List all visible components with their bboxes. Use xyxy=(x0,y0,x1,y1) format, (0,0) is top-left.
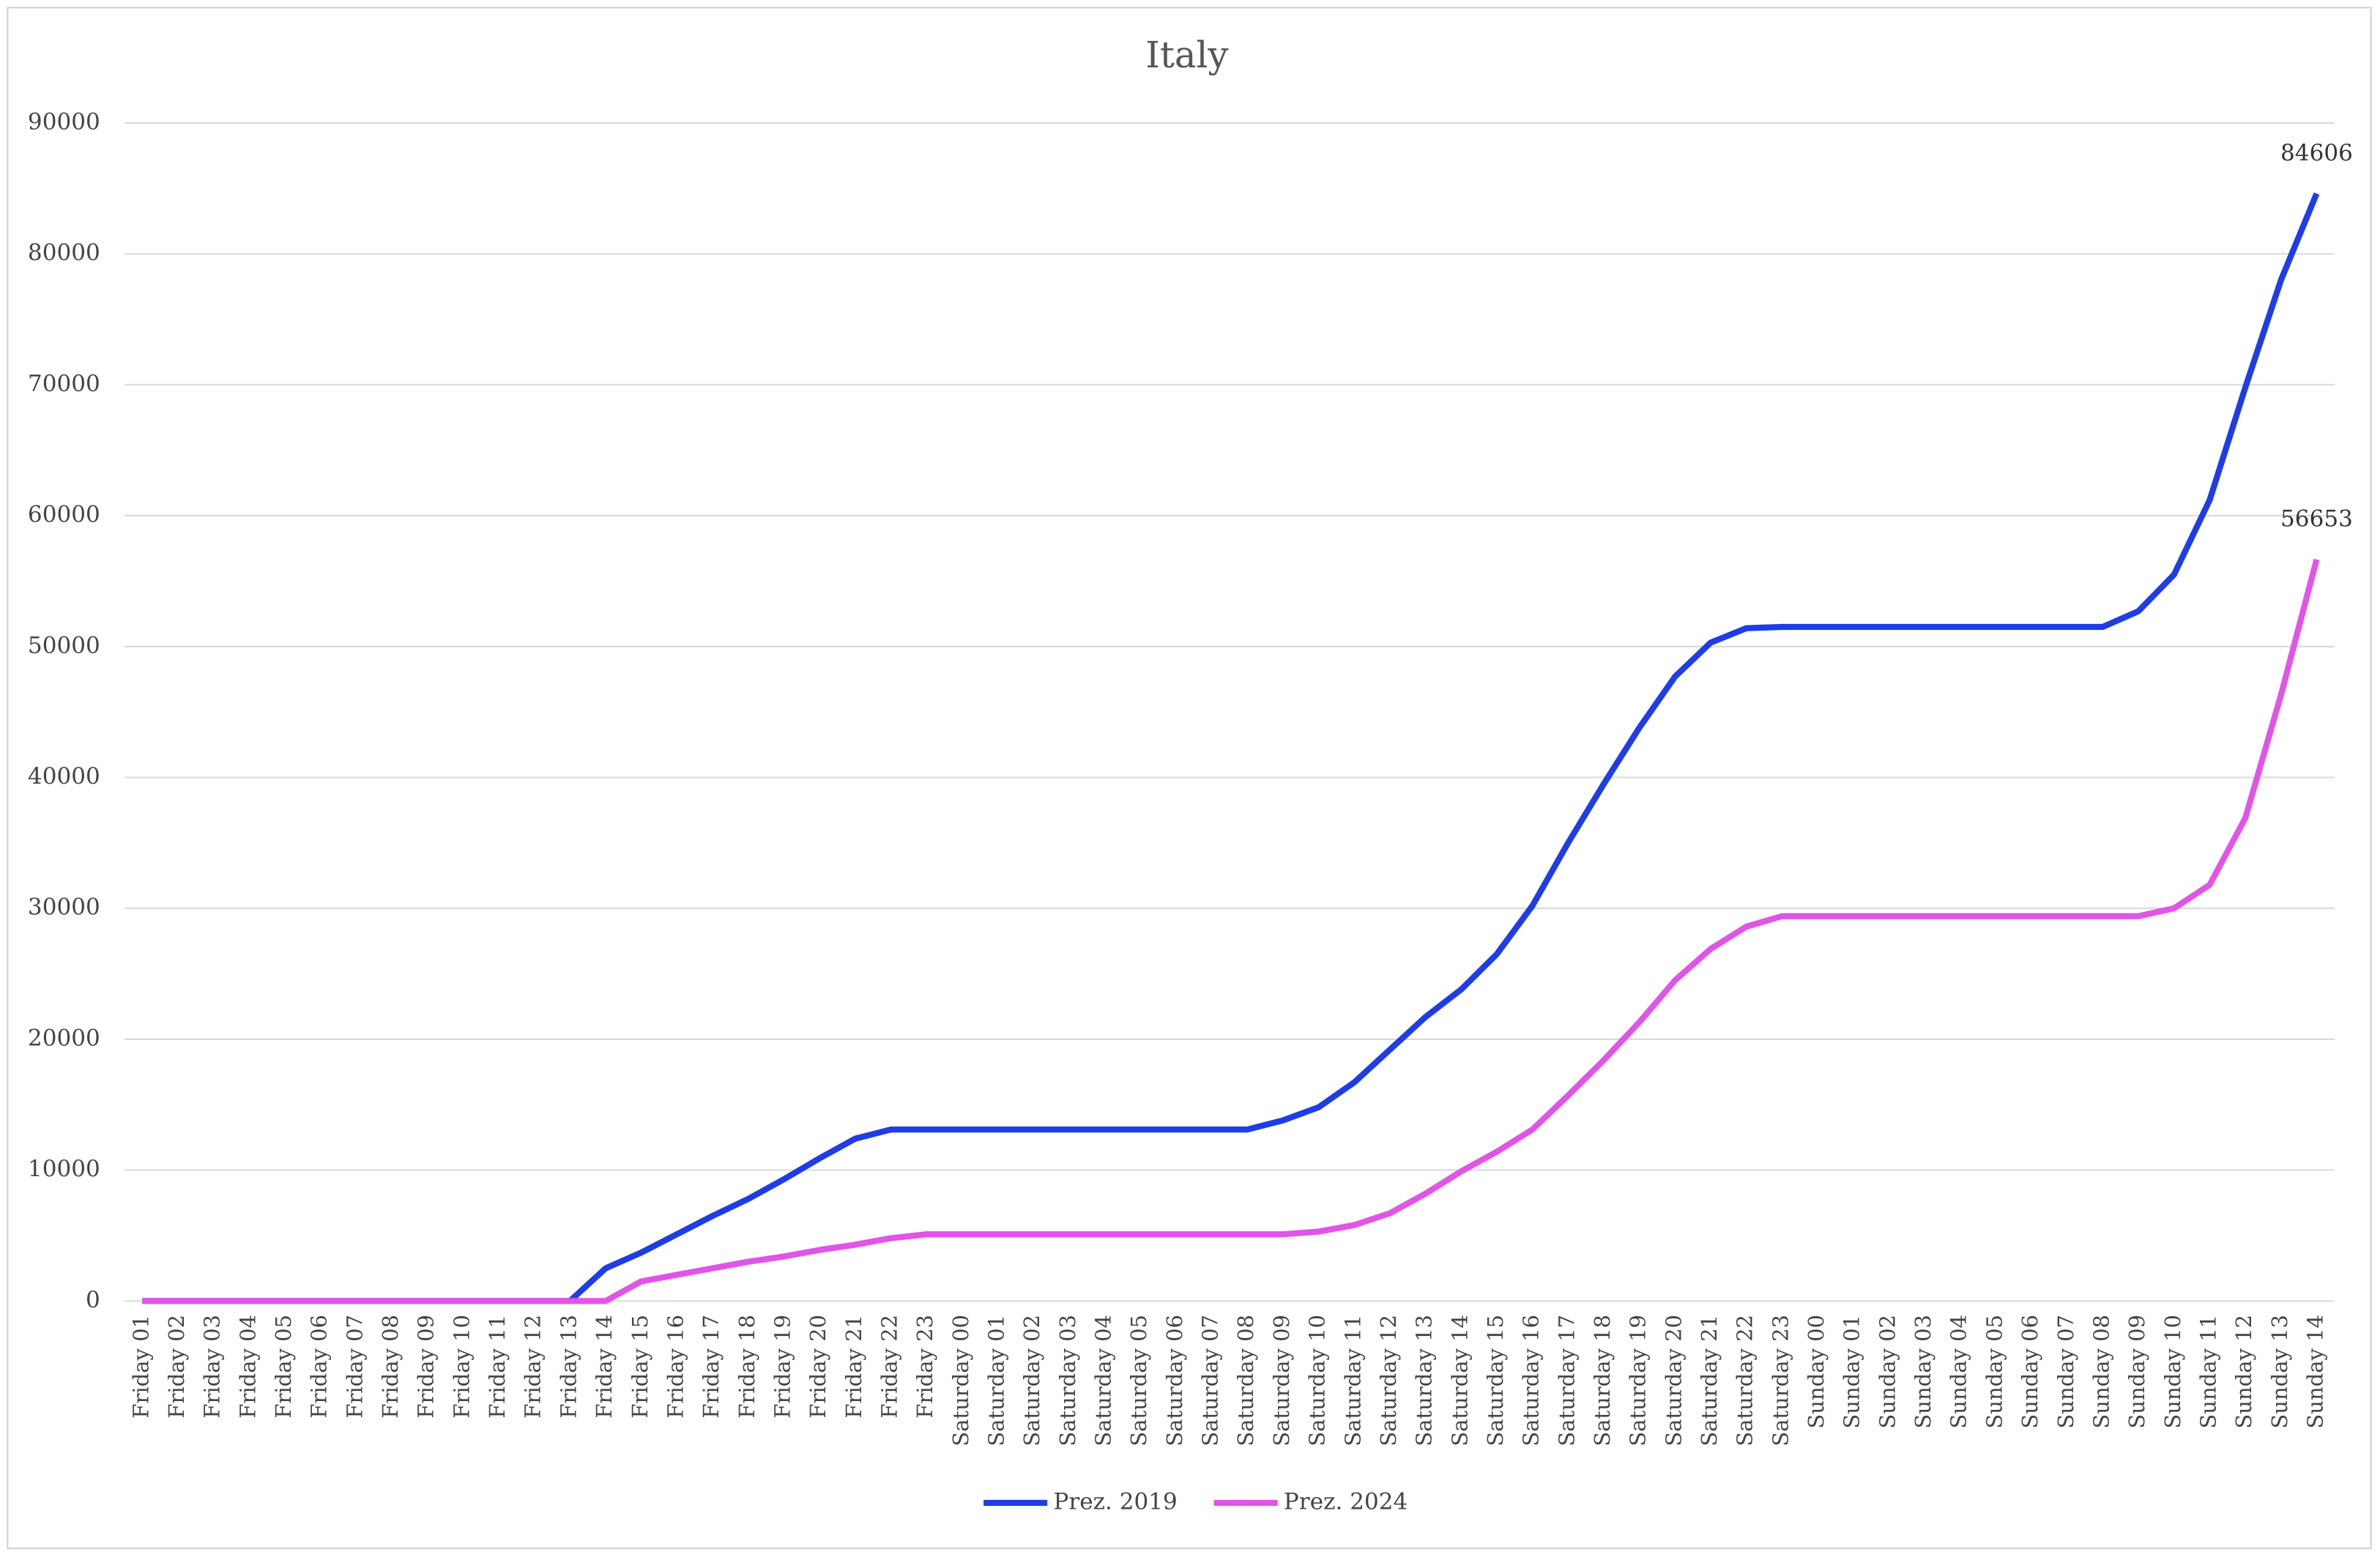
x-tick-label: Friday 21 xyxy=(841,1315,866,1419)
x-tick-label: Friday 01 xyxy=(128,1315,153,1419)
y-tick-label: 70000 xyxy=(28,371,100,397)
x-tick-label: Friday 17 xyxy=(699,1315,724,1419)
x-tick-label: Sunday 05 xyxy=(1982,1315,2007,1429)
y-tick-label: 40000 xyxy=(28,763,100,790)
x-tick-label: Saturday 05 xyxy=(1126,1315,1151,1446)
x-tick-label: Friday 22 xyxy=(877,1315,901,1419)
x-tick-label: Saturday 09 xyxy=(1269,1315,1294,1446)
x-tick-label: Saturday 15 xyxy=(1483,1315,1508,1446)
y-tick-label: 0 xyxy=(86,1287,100,1313)
y-tick-label: 80000 xyxy=(28,239,100,266)
x-tick-label: Saturday 13 xyxy=(1412,1315,1437,1446)
x-tick-label: Friday 03 xyxy=(200,1315,225,1419)
x-tick-label: Saturday 11 xyxy=(1340,1315,1365,1446)
x-tick-label: Friday 16 xyxy=(663,1315,688,1419)
x-tick-label: Friday 13 xyxy=(556,1315,581,1419)
x-tick-label: Saturday 12 xyxy=(1376,1315,1401,1446)
data-label: 84606 xyxy=(2280,140,2353,166)
x-tick-label: Friday 19 xyxy=(770,1315,795,1419)
y-tick-label: 10000 xyxy=(28,1156,100,1182)
x-tick-label: Saturday 10 xyxy=(1305,1315,1330,1446)
x-tick-label: Friday 12 xyxy=(521,1315,546,1419)
data-label: 56653 xyxy=(2280,505,2353,532)
x-tick-label: Sunday 02 xyxy=(1875,1315,1900,1429)
x-tick-label: Friday 23 xyxy=(912,1315,937,1419)
x-tick-label: Sunday 10 xyxy=(2160,1315,2185,1429)
x-tick-label: Friday 11 xyxy=(485,1315,510,1419)
x-tick-label: Saturday 16 xyxy=(1519,1315,1544,1446)
x-tick-label: Sunday 08 xyxy=(2089,1315,2113,1429)
x-tick-label: Friday 18 xyxy=(735,1315,759,1419)
x-tick-label: Saturday 17 xyxy=(1554,1315,1579,1446)
legend-label: Prez. 2019 xyxy=(1053,1489,1177,1515)
x-tick-label: Friday 14 xyxy=(592,1315,617,1419)
x-tick-label: Sunday 12 xyxy=(2231,1315,2256,1429)
x-tick-label: Saturday 08 xyxy=(1233,1315,1258,1446)
x-tick-label: Friday 08 xyxy=(378,1315,403,1419)
x-tick-label: Friday 20 xyxy=(806,1315,830,1419)
x-tick-label: Sunday 07 xyxy=(2053,1315,2078,1429)
y-tick-label: 50000 xyxy=(28,632,100,658)
chart-title: Italy xyxy=(1145,34,1228,76)
x-tick-label: Saturday 22 xyxy=(1733,1315,1758,1446)
y-tick-label: 30000 xyxy=(28,894,100,921)
x-tick-label: Sunday 14 xyxy=(2302,1315,2327,1429)
x-tick-label: Friday 02 xyxy=(164,1315,189,1419)
x-tick-label: Sunday 13 xyxy=(2267,1315,2292,1429)
x-tick-label: Saturday 02 xyxy=(1019,1315,1044,1446)
x-tick-label: Saturday 04 xyxy=(1091,1315,1116,1446)
x-tick-label: Saturday 18 xyxy=(1590,1315,1615,1446)
x-tick-label: Sunday 09 xyxy=(2124,1315,2149,1429)
x-tick-label: Friday 15 xyxy=(628,1315,652,1419)
x-tick-label: Friday 09 xyxy=(414,1315,439,1419)
legend-label: Prez. 2024 xyxy=(1284,1489,1407,1515)
x-tick-label: Friday 07 xyxy=(342,1315,367,1419)
x-tick-label: Sunday 04 xyxy=(1946,1315,1971,1429)
x-tick-label: Saturday 14 xyxy=(1447,1315,1472,1446)
y-tick-label: 90000 xyxy=(28,108,100,135)
x-tick-label: Sunday 11 xyxy=(2195,1315,2220,1429)
x-tick-label: Friday 05 xyxy=(271,1315,296,1419)
x-tick-label: Saturday 06 xyxy=(1162,1315,1187,1446)
x-tick-label: Saturday 01 xyxy=(984,1315,1009,1446)
series-line xyxy=(142,558,2320,1304)
y-tick-label: 20000 xyxy=(28,1025,100,1051)
x-tick-label: Friday 06 xyxy=(307,1315,332,1419)
x-tick-label: Saturday 20 xyxy=(1661,1315,1686,1446)
x-tick-label: Sunday 00 xyxy=(1804,1315,1829,1429)
x-tick-label: Friday 10 xyxy=(449,1315,474,1419)
x-tick-label: Saturday 21 xyxy=(1697,1315,1722,1446)
x-tick-label: Saturday 19 xyxy=(1626,1315,1651,1446)
x-tick-label: Saturday 07 xyxy=(1198,1315,1223,1446)
x-tick-label: Sunday 06 xyxy=(2018,1315,2042,1429)
x-tick-label: Saturday 23 xyxy=(1768,1315,1793,1446)
x-tick-label: Saturday 00 xyxy=(948,1315,973,1446)
x-tick-label: Sunday 01 xyxy=(1840,1315,1864,1429)
x-tick-label: Friday 04 xyxy=(235,1315,260,1419)
x-tick-label: Sunday 03 xyxy=(1911,1315,1935,1429)
x-tick-label: Saturday 03 xyxy=(1055,1315,1080,1446)
y-tick-label: 60000 xyxy=(28,502,100,528)
